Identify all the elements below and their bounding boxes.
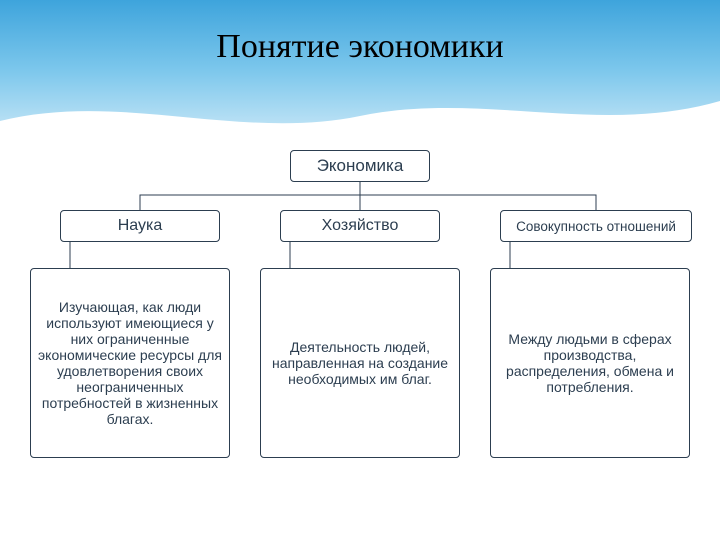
node-b2: Хозяйство bbox=[280, 210, 440, 242]
node-root: Экономика bbox=[290, 150, 430, 182]
node-b1-label: Наука bbox=[118, 217, 163, 235]
node-d3-label: Между людьми в сферах производства, расп… bbox=[497, 331, 683, 395]
edge-root-b1 bbox=[140, 182, 360, 210]
edge-root-b3 bbox=[360, 182, 596, 210]
header-wave bbox=[0, 81, 720, 141]
node-d2-label: Деятельность людей, направленная на созд… bbox=[267, 339, 453, 387]
node-b3-label: Совокупность отношений bbox=[516, 219, 676, 234]
node-d1: Изучающая, как люди используют имеющиеся… bbox=[30, 268, 230, 458]
tree-diagram: Экономика Наука Хозяйство Совокупность отно… bbox=[0, 150, 720, 530]
node-d3: Между людьми в сферах производства, расп… bbox=[490, 268, 690, 458]
node-b1: Наука bbox=[60, 210, 220, 242]
node-b2-label: Хозяйство bbox=[322, 217, 399, 235]
node-d1-label: Изучающая, как люди используют имеющиеся… bbox=[37, 299, 223, 427]
header-banner: Понятие экономики bbox=[0, 0, 720, 140]
node-b3: Совокупность отношений bbox=[500, 210, 692, 242]
page-title: Понятие экономики bbox=[0, 28, 720, 66]
node-root-label: Экономика bbox=[317, 156, 404, 176]
node-d2: Деятельность людей, направленная на созд… bbox=[260, 268, 460, 458]
